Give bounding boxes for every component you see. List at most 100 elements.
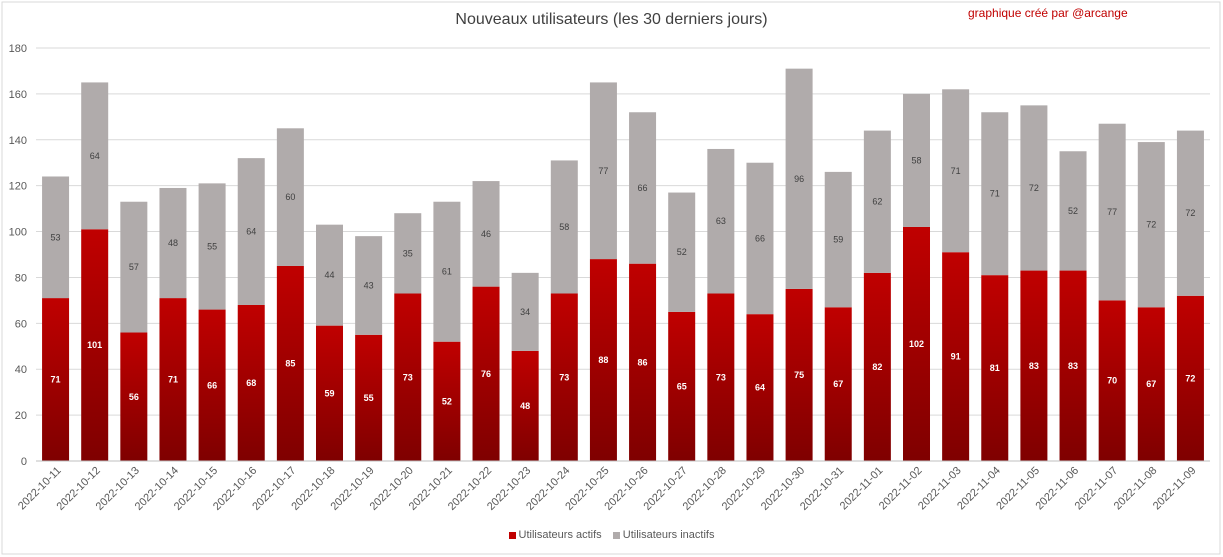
data-label-inactive-2022-11-07: 77 bbox=[1107, 207, 1117, 217]
data-label-active-2022-10-26: 86 bbox=[638, 357, 648, 367]
legend-swatch-inactive bbox=[612, 531, 620, 539]
y-tick-label-140: 140 bbox=[9, 135, 27, 147]
bar-active-2022-11-01 bbox=[863, 272, 891, 461]
bar-active-2022-10-19 bbox=[355, 334, 383, 461]
bar-inactive-2022-11-09 bbox=[1176, 130, 1204, 296]
data-label-active-2022-10-25: 88 bbox=[598, 355, 608, 365]
bar-inactive-2022-10-21 bbox=[433, 201, 461, 342]
bar-inactive-2022-10-13 bbox=[120, 201, 148, 333]
bar-inactive-2022-10-16 bbox=[237, 158, 265, 305]
data-label-inactive-2022-10-19: 43 bbox=[364, 280, 374, 290]
bar-active-2022-10-29 bbox=[746, 314, 774, 461]
bar-active-2022-10-24 bbox=[550, 293, 578, 461]
data-label-inactive-2022-10-22: 46 bbox=[481, 229, 491, 239]
bar-active-2022-10-21 bbox=[433, 341, 461, 461]
data-label-active-2022-10-24: 73 bbox=[559, 372, 569, 382]
y-tick-label-120: 120 bbox=[9, 181, 27, 193]
data-label-active-2022-11-06: 83 bbox=[1068, 361, 1078, 371]
data-label-inactive-2022-10-25: 77 bbox=[598, 166, 608, 176]
bar-inactive-2022-11-01 bbox=[863, 130, 891, 273]
bar-active-2022-10-25 bbox=[589, 259, 617, 461]
data-label-active-2022-11-08: 67 bbox=[1146, 379, 1156, 389]
data-label-active-2022-10-21: 52 bbox=[442, 396, 452, 406]
chart-title: Nouveaux utilisateurs (les 30 derniers j… bbox=[455, 11, 768, 28]
bar-active-2022-10-31 bbox=[824, 307, 852, 461]
chart-credit: graphique créé par @arcange bbox=[968, 6, 1128, 20]
data-label-active-2022-11-09: 72 bbox=[1185, 373, 1195, 383]
y-tick-label-180: 180 bbox=[9, 43, 27, 55]
data-label-inactive-2022-10-13: 57 bbox=[129, 262, 139, 272]
data-label-inactive-2022-11-06: 52 bbox=[1068, 206, 1078, 216]
data-label-active-2022-10-31: 67 bbox=[833, 379, 843, 389]
bar-inactive-2022-10-29 bbox=[746, 162, 774, 315]
data-label-active-2022-10-11: 71 bbox=[51, 375, 61, 385]
data-label-active-2022-10-14: 71 bbox=[168, 375, 178, 385]
bar-active-2022-10-30 bbox=[785, 288, 813, 461]
data-label-active-2022-10-29: 64 bbox=[755, 383, 765, 393]
bar-inactive-2022-10-15 bbox=[198, 183, 226, 310]
bar-inactive-2022-11-02 bbox=[902, 93, 931, 227]
bar-inactive-2022-10-24 bbox=[550, 160, 578, 294]
bar-active-2022-10-20 bbox=[394, 293, 422, 461]
data-label-active-2022-11-02: 102 bbox=[909, 339, 924, 349]
data-label-inactive-2022-10-15: 55 bbox=[207, 241, 217, 251]
data-label-inactive-2022-10-29: 66 bbox=[755, 233, 765, 243]
y-tick-label-0: 0 bbox=[21, 456, 27, 468]
bar-active-2022-10-14 bbox=[159, 298, 187, 461]
bar-active-2022-10-15 bbox=[198, 309, 226, 461]
bar-active-2022-10-22 bbox=[472, 286, 500, 461]
bar-active-2022-10-12 bbox=[81, 229, 109, 461]
data-label-active-2022-10-30: 75 bbox=[794, 370, 804, 380]
data-label-active-2022-10-23: 48 bbox=[520, 401, 530, 411]
bar-active-2022-11-03 bbox=[942, 252, 970, 461]
bar-inactive-2022-11-06 bbox=[1059, 151, 1087, 271]
legend-label-inactive: Utilisateurs inactifs bbox=[622, 529, 715, 542]
bar-inactive-2022-10-30 bbox=[785, 68, 813, 289]
data-label-active-2022-11-07: 70 bbox=[1107, 376, 1117, 386]
bar-active-2022-10-26 bbox=[629, 263, 657, 461]
bar-inactive-2022-10-18 bbox=[315, 224, 344, 326]
bar-inactive-2022-10-14 bbox=[159, 187, 187, 299]
bar-inactive-2022-10-25 bbox=[589, 82, 617, 260]
data-label-active-2022-10-18: 59 bbox=[324, 388, 334, 398]
legend-swatch-active bbox=[508, 531, 516, 539]
bar-active-2022-10-28 bbox=[707, 293, 735, 461]
data-label-inactive-2022-10-23: 34 bbox=[520, 307, 530, 317]
bar-active-2022-10-23 bbox=[511, 350, 539, 461]
bar-active-2022-10-18 bbox=[315, 325, 344, 461]
data-label-inactive-2022-10-17: 60 bbox=[285, 192, 295, 202]
data-label-active-2022-10-28: 73 bbox=[716, 372, 726, 382]
bar-inactive-2022-10-27 bbox=[668, 192, 696, 312]
data-label-inactive-2022-10-14: 48 bbox=[168, 238, 178, 248]
y-tick-label-40: 40 bbox=[15, 364, 27, 376]
bar-active-2022-11-07 bbox=[1098, 300, 1126, 461]
data-label-inactive-2022-10-18: 44 bbox=[324, 270, 334, 280]
legend-item-inactive: Utilisateurs inactifs bbox=[612, 529, 715, 542]
bar-active-2022-10-17 bbox=[276, 265, 304, 461]
y-tick-label-100: 100 bbox=[9, 227, 27, 239]
data-label-inactive-2022-10-11: 53 bbox=[51, 232, 61, 242]
bar-inactive-2022-10-28 bbox=[707, 148, 735, 294]
legend-label-active: Utilisateurs actifs bbox=[518, 529, 602, 542]
bar-active-2022-11-06 bbox=[1059, 270, 1087, 461]
bar-inactive-2022-10-19 bbox=[355, 236, 383, 335]
data-label-inactive-2022-11-08: 72 bbox=[1146, 220, 1156, 230]
bar-inactive-2022-10-23 bbox=[511, 272, 539, 351]
bar-inactive-2022-11-05 bbox=[1020, 105, 1048, 271]
data-label-active-2022-10-22: 76 bbox=[481, 369, 491, 379]
data-label-active-2022-11-04: 81 bbox=[990, 363, 1000, 373]
data-label-inactive-2022-10-31: 59 bbox=[833, 235, 843, 245]
bar-active-2022-11-05 bbox=[1020, 270, 1048, 461]
bar-active-2022-10-11 bbox=[42, 298, 70, 461]
data-label-active-2022-10-27: 65 bbox=[677, 381, 687, 391]
data-label-inactive-2022-10-27: 52 bbox=[677, 247, 687, 257]
data-label-active-2022-11-01: 82 bbox=[872, 362, 882, 372]
data-label-active-2022-10-17: 85 bbox=[285, 358, 295, 368]
legend-item-active: Utilisateurs actifs bbox=[508, 529, 602, 542]
data-label-active-2022-11-05: 83 bbox=[1029, 361, 1039, 371]
bar-active-2022-11-02 bbox=[902, 226, 931, 461]
data-label-active-2022-11-03: 91 bbox=[951, 352, 961, 362]
bar-inactive-2022-10-12 bbox=[81, 82, 109, 230]
